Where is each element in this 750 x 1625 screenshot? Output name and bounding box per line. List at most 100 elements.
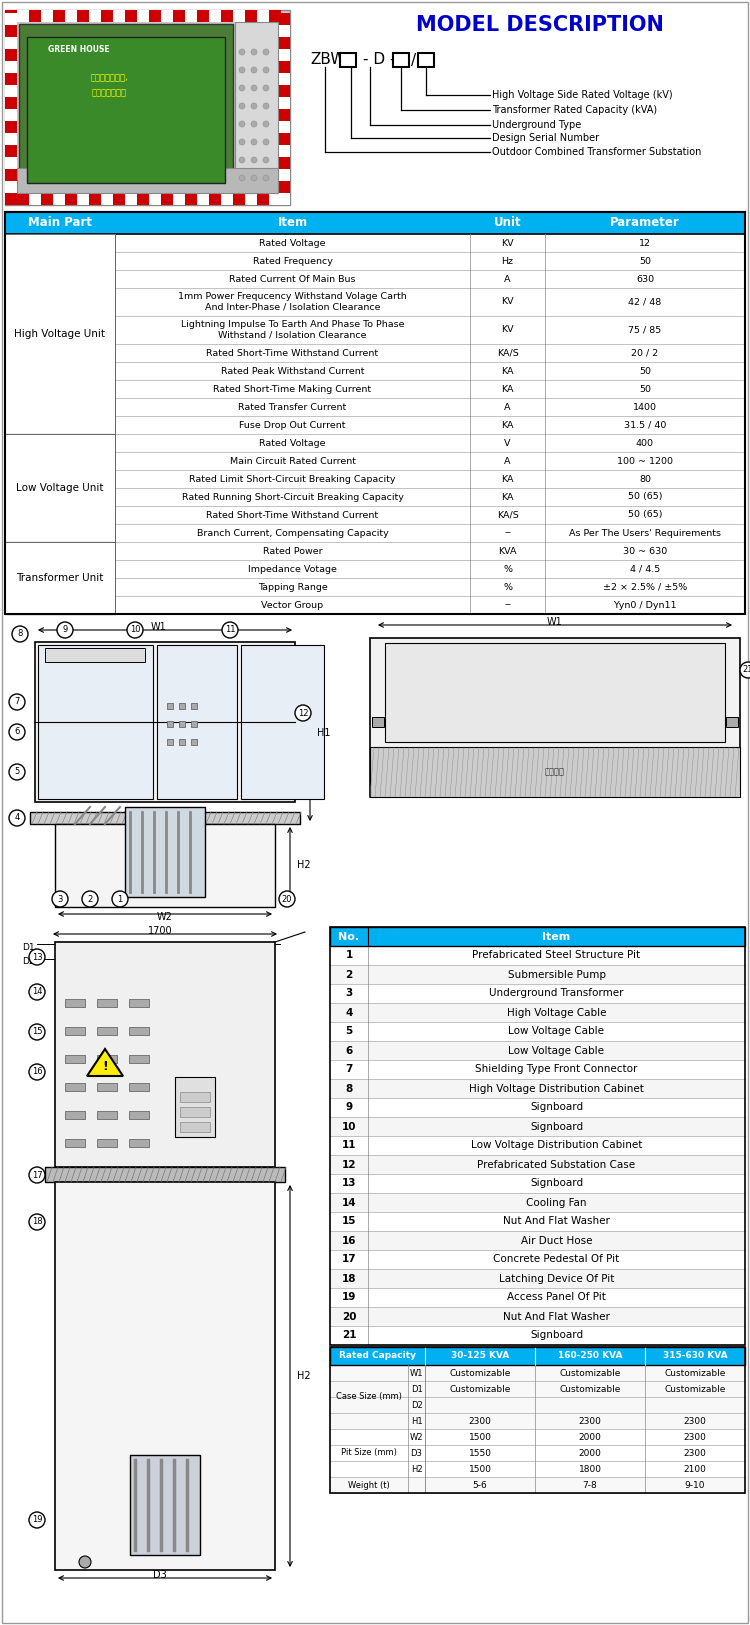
Circle shape	[239, 49, 245, 55]
Text: 21: 21	[742, 666, 750, 674]
Text: 蒸发冷却: 蒸发冷却	[545, 767, 565, 777]
Bar	[65, 10, 77, 23]
Text: 11: 11	[342, 1141, 356, 1150]
Text: 13: 13	[342, 1178, 356, 1188]
Text: 50: 50	[639, 257, 651, 265]
Circle shape	[29, 1167, 45, 1183]
Text: 50: 50	[639, 367, 651, 375]
Text: As Per The Users' Requirements: As Per The Users' Requirements	[569, 528, 721, 538]
Bar	[35, 642, 295, 803]
Bar	[278, 169, 290, 180]
Text: 4: 4	[345, 1008, 352, 1017]
Bar	[17, 193, 29, 205]
Text: 7: 7	[14, 697, 20, 707]
Text: 12: 12	[639, 239, 651, 247]
Text: KA/S: KA/S	[496, 510, 518, 520]
Text: 50 (65): 50 (65)	[628, 510, 662, 520]
Text: D1: D1	[411, 1384, 422, 1394]
Text: 19: 19	[32, 1516, 42, 1524]
Bar	[330, 1193, 745, 1212]
Bar	[5, 315, 745, 344]
Bar	[245, 10, 257, 23]
Text: Rated Running Short-Circuit Breaking Capacity: Rated Running Short-Circuit Breaking Cap…	[182, 492, 404, 502]
Bar	[97, 1112, 117, 1120]
Bar	[278, 180, 290, 193]
Text: Yyn0 / Dyn11: Yyn0 / Dyn11	[614, 601, 676, 609]
Bar	[5, 362, 745, 380]
Text: 2: 2	[345, 970, 352, 980]
Bar	[173, 10, 185, 23]
Text: 315-630 KVA: 315-630 KVA	[663, 1352, 728, 1360]
Bar	[5, 434, 115, 543]
Bar	[5, 270, 745, 288]
Circle shape	[263, 49, 269, 55]
Bar	[330, 1347, 745, 1365]
Text: Impedance Votage: Impedance Votage	[248, 564, 337, 574]
Bar	[129, 999, 149, 1008]
Text: Low Voltage Cable: Low Voltage Cable	[509, 1027, 604, 1037]
Bar	[5, 470, 745, 487]
Circle shape	[239, 67, 245, 73]
Bar	[330, 1326, 745, 1346]
Bar	[233, 10, 245, 23]
Circle shape	[251, 140, 257, 145]
Bar	[245, 193, 257, 205]
Bar	[180, 1121, 210, 1133]
Bar	[278, 37, 290, 49]
Text: 15: 15	[342, 1217, 356, 1227]
Text: W1: W1	[547, 618, 562, 627]
Text: H2: H2	[297, 861, 310, 871]
Text: KA/S: KA/S	[496, 348, 518, 358]
Bar	[180, 1092, 210, 1102]
Text: 10: 10	[342, 1121, 356, 1131]
Circle shape	[251, 158, 257, 162]
Bar	[330, 1136, 745, 1155]
Bar	[191, 722, 197, 726]
Text: 9: 9	[62, 626, 68, 634]
Bar	[41, 10, 53, 23]
Bar	[257, 10, 269, 23]
Bar	[5, 109, 17, 120]
Bar	[125, 193, 137, 205]
Circle shape	[239, 102, 245, 109]
Text: 21: 21	[342, 1331, 356, 1341]
Text: GREEN HOUSE: GREEN HOUSE	[48, 46, 110, 55]
Circle shape	[82, 891, 98, 907]
Text: 1800: 1800	[578, 1464, 602, 1474]
Bar	[5, 120, 17, 133]
Bar	[65, 193, 77, 205]
Bar	[65, 1139, 85, 1147]
Circle shape	[29, 949, 45, 965]
Bar	[45, 1167, 285, 1181]
Text: Customizable: Customizable	[449, 1384, 511, 1394]
Bar	[5, 24, 17, 37]
Text: Nut And Flat Washer: Nut And Flat Washer	[503, 1217, 610, 1227]
Bar	[235, 23, 278, 193]
Text: 7-8: 7-8	[583, 1480, 597, 1490]
Bar	[17, 167, 278, 193]
Circle shape	[251, 49, 257, 55]
Text: 8: 8	[345, 1084, 352, 1094]
Text: - D -: - D -	[363, 52, 395, 68]
Circle shape	[740, 661, 750, 678]
Bar	[5, 434, 745, 452]
Bar	[5, 133, 17, 145]
Text: Case Size (mm): Case Size (mm)	[336, 1393, 402, 1401]
Text: Concrete Pedestal Of Pit: Concrete Pedestal Of Pit	[494, 1254, 620, 1264]
Bar	[129, 1139, 149, 1147]
Bar	[278, 73, 290, 84]
Bar	[65, 999, 85, 1008]
Bar	[5, 158, 17, 169]
Text: /: /	[411, 52, 416, 68]
Text: 2300: 2300	[683, 1417, 706, 1425]
Text: Vector Group: Vector Group	[262, 601, 323, 609]
Circle shape	[29, 1511, 45, 1527]
Text: Customizable: Customizable	[560, 1368, 621, 1378]
Bar	[5, 380, 745, 398]
Bar	[330, 1250, 745, 1269]
Text: 30-125 KVA: 30-125 KVA	[451, 1352, 509, 1360]
Bar	[5, 10, 17, 23]
Text: 5: 5	[14, 767, 20, 777]
Bar	[330, 1232, 745, 1250]
Circle shape	[263, 158, 269, 162]
